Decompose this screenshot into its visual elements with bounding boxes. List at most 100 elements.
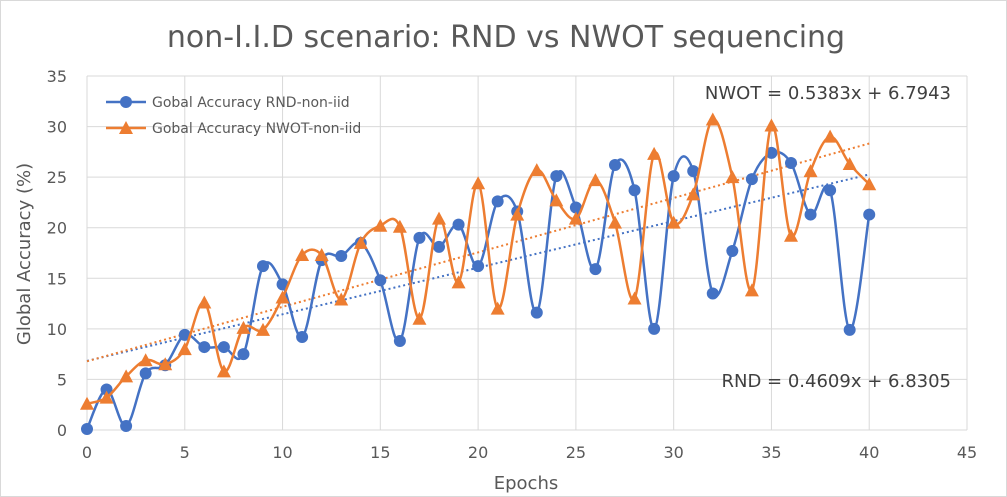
data-point-nwot-17 [412,311,427,325]
x-tick-label-35: 35 [761,443,781,462]
y-tick-label-30: 30 [47,118,67,137]
data-point-rnd-9 [257,260,269,273]
data-point-nwot-9 [256,322,270,336]
data-point-nwot-33 [725,170,740,184]
data-point-rnd-6 [198,341,211,354]
data-point-nwot-2 [119,369,134,383]
data-point-nwot-13 [334,292,349,306]
chart-title: non-I.I.D scenario: RND vs NWOT sequenci… [167,20,845,55]
data-point-rnd-39 [843,323,856,336]
data-point-rnd-30 [667,170,680,183]
data-point-rnd-7 [217,341,230,354]
data-point-nwot-32 [705,112,720,126]
data-point-nwot-26 [588,173,603,187]
data-point-nwot-36 [784,228,798,242]
data-point-nwot-14 [353,235,368,249]
data-point-nwot-23 [529,163,544,177]
trendline-rnd [86,173,870,362]
data-point-rnd-25 [569,201,582,214]
data-point-rnd-24 [550,170,563,183]
data-point-rnd-2 [120,419,133,432]
x-axis-title: Epochs [494,473,559,494]
data-point-nwot-24 [549,193,564,207]
data-point-rnd-36 [785,156,797,169]
data-point-rnd-17 [413,231,426,244]
data-point-rnd-29 [648,322,661,335]
data-point-nwot-39 [842,156,857,170]
data-point-rnd-1 [100,383,113,396]
data-point-rnd-13 [335,250,348,263]
data-point-rnd-18 [433,240,445,253]
data-point-nwot-29 [647,146,662,160]
data-point-rnd-28 [628,184,641,197]
data-point-rnd-20 [472,260,485,273]
data-point-rnd-26 [589,263,602,276]
data-point-nwot-19 [451,275,466,289]
trendline-equation-nwot: NWOT = 0.5383x + 6.7943 [705,83,951,104]
series-layer [80,112,877,435]
data-point-rnd-40 [863,208,876,221]
legend-nwot-label: Gobal Accuracy NWOT-non-iid [152,121,361,137]
x-tick-label-45: 45 [957,443,977,462]
data-point-nwot-18 [432,211,446,225]
y-tick-label-20: 20 [47,219,67,238]
data-point-nwot-12 [314,248,329,262]
data-point-rnd-27 [609,159,621,172]
data-point-nwot-20 [471,176,486,190]
data-point-nwot-22 [510,207,525,221]
data-point-rnd-37 [804,208,817,221]
x-tick-label-30: 30 [663,443,683,462]
data-point-rnd-35 [765,146,778,159]
y-axis-title: Global Accuracy (%) [14,163,35,345]
data-point-nwot-27 [608,215,622,229]
x-tick-label-40: 40 [859,443,879,462]
data-point-nwot-15 [373,218,388,232]
data-point-nwot-4 [158,357,173,371]
data-point-nwot-10 [275,290,290,304]
legend-nwot-marker [119,121,133,134]
data-point-nwot-21 [490,301,505,315]
x-tick-label-25: 25 [566,443,586,462]
data-point-nwot-1 [99,390,114,404]
data-point-nwot-40 [862,177,877,191]
y-tick-label-0: 0 [57,421,67,440]
data-point-nwot-37 [803,164,818,178]
x-tick-label-0: 0 [82,443,92,462]
data-point-rnd-10 [276,278,289,291]
data-point-nwot-28 [627,291,642,305]
data-point-rnd-5 [178,328,191,341]
data-point-rnd-32 [706,287,719,300]
data-point-nwot-8 [236,320,251,334]
data-point-rnd-34 [745,173,758,186]
data-point-nwot-5 [177,342,192,356]
x-tick-label-20: 20 [468,443,488,462]
trendline-layer [86,142,870,363]
data-point-nwot-38 [823,129,838,143]
data-point-nwot-31 [686,187,701,201]
data-point-nwot-35 [764,118,779,132]
data-point-rnd-11 [296,330,309,343]
data-point-rnd-33 [726,244,739,257]
data-point-rnd-31 [687,165,700,178]
data-point-nwot-34 [744,283,759,297]
data-point-rnd-23 [530,306,543,319]
legend: Gobal Accuracy RND-non-iid Gobal Accurac… [106,95,361,137]
data-point-nwot-30 [666,215,681,229]
data-point-rnd-21 [491,195,504,208]
y-tick-label-25: 25 [47,168,67,187]
x-tick-label-15: 15 [370,443,390,462]
ticks-layer: 0 5 10 15 20 25 30 35 0 5 10 15 20 25 30 35 40 45 [47,67,978,462]
legend-rnd-marker [120,96,132,108]
data-point-nwot-11 [295,248,310,262]
trendline-nwot [86,142,870,363]
data-point-rnd-3 [139,367,152,380]
data-point-nwot-7 [216,364,231,378]
y-tick-label-10: 10 [47,320,67,339]
data-point-rnd-8 [237,348,250,361]
data-point-nwot-0 [80,396,94,410]
data-point-rnd-38 [824,184,837,197]
y-tick-label-35: 35 [47,67,67,86]
y-tick-label-5: 5 [57,370,67,389]
data-point-nwot-3 [138,353,153,367]
